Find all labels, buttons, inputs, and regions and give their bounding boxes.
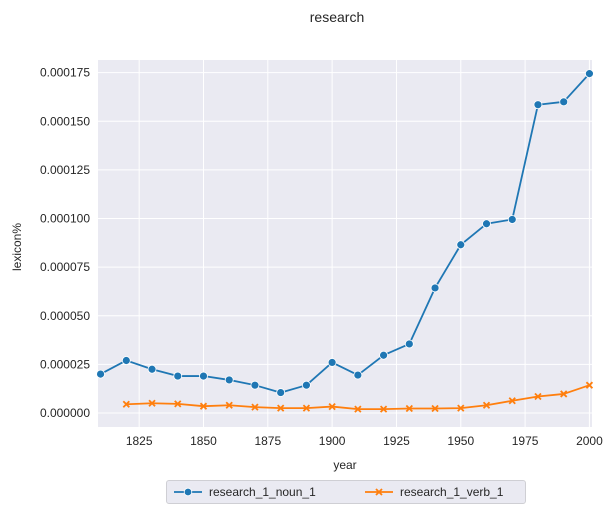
x-tick-label: 1850 (190, 434, 217, 448)
data-point (276, 388, 286, 397)
x-axis-ticks: 1825 1850 1875 1900 1925 1950 1975 2000 (126, 434, 603, 448)
y-tick-label: 0.000175 (40, 66, 90, 80)
data-point (534, 392, 542, 401)
x-axis-label: year (333, 458, 356, 472)
data-point (199, 371, 208, 381)
y-axis-ticks: 0.000000 0.000025 0.000050 0.000075 0.000100… (40, 66, 90, 420)
legend-label-verb: research_1_verb_1 (400, 485, 504, 499)
data-point (96, 369, 105, 379)
x-tick-label: 1925 (383, 434, 410, 448)
legend-swatch-verb (365, 488, 393, 496)
series-research_1_verb_1 (122, 381, 594, 413)
data-point (328, 402, 336, 411)
y-tick-label: 0.000100 (40, 212, 90, 226)
data-point (379, 405, 388, 413)
y-axis-label: lexicon% (10, 223, 24, 271)
data-point (122, 400, 130, 408)
data-point (585, 381, 594, 389)
data-point (199, 402, 208, 410)
chart-title: research (310, 9, 364, 25)
data-point (225, 401, 233, 409)
data-point (121, 356, 131, 365)
y-tick-label: 0.000075 (40, 260, 90, 274)
data-point (148, 399, 156, 407)
data-point (457, 404, 465, 412)
data-point (404, 339, 414, 349)
y-tick-label: 0.000125 (40, 163, 90, 177)
data-point (482, 219, 491, 229)
data-point (379, 350, 388, 360)
y-tick-label: 0.000000 (40, 406, 90, 420)
data-point (353, 370, 363, 380)
data-point (533, 100, 543, 110)
series-layer (96, 69, 594, 413)
legend-swatch-noun (174, 487, 202, 497)
data-point (147, 364, 157, 374)
data-point (277, 404, 285, 412)
data-point (302, 380, 311, 390)
data-point (559, 97, 569, 107)
x-tick-label: 1900 (319, 434, 346, 448)
data-point (174, 400, 182, 408)
data-point (507, 215, 517, 224)
data-point (250, 380, 260, 390)
x-tick-label: 2000 (576, 434, 603, 448)
plot-area (98, 60, 592, 427)
data-point (302, 404, 311, 412)
y-tick-label: 0.000050 (40, 309, 90, 323)
x-tick-label: 1950 (447, 434, 474, 448)
legend: research_1_noun_1 research_1_verb_1 (166, 480, 526, 504)
data-point (431, 404, 439, 413)
data-point (354, 405, 362, 413)
x-tick-label: 1825 (126, 434, 153, 448)
data-point (585, 69, 594, 79)
data-point (508, 397, 516, 405)
data-point (224, 375, 234, 385)
data-point (327, 358, 337, 367)
data-point (482, 401, 491, 409)
series-research_1_noun_1 (96, 69, 594, 397)
x-tick-label: 1875 (254, 434, 281, 448)
data-point (405, 404, 413, 413)
data-point (560, 390, 568, 398)
y-tick-label: 0.000025 (40, 357, 90, 371)
data-point (456, 240, 466, 250)
y-tick-label: 0.000150 (40, 114, 90, 128)
data-point (173, 371, 183, 381)
data-point (430, 283, 440, 293)
x-tick-label: 1975 (512, 434, 539, 448)
legend-label-noun: research_1_noun_1 (209, 485, 316, 499)
data-point (251, 403, 259, 411)
